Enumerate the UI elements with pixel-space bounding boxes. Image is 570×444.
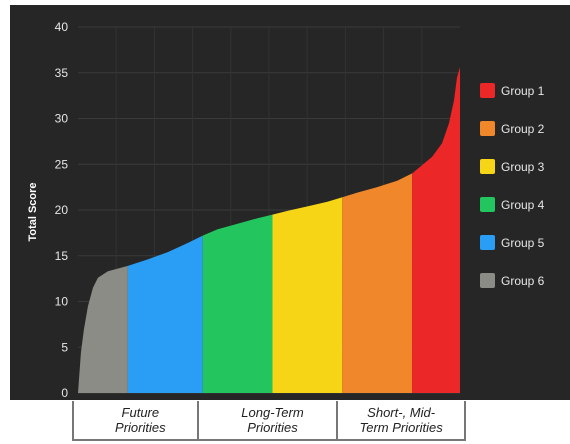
- y-tick-label: 0: [61, 386, 68, 400]
- plot-areas: [78, 67, 460, 393]
- y-axis-ticks: 0 5 10 15 20 25 30 35 40: [55, 20, 69, 400]
- legend-swatch: [480, 83, 495, 98]
- legend-swatch: [480, 159, 495, 174]
- priority-bracket-label: Short-, Mid- Term Priorities: [359, 405, 443, 435]
- legend-label: Group 2: [501, 122, 545, 136]
- legend: Group 1 Group 2 Group 3 Group 4 Group 5 Group…: [480, 83, 545, 288]
- legend-label: Group 1: [501, 84, 545, 98]
- priority-bracket: Long-Term Priorities: [196, 401, 349, 441]
- priority-bracket-label: Future Priorities: [115, 405, 166, 435]
- legend-label: Group 3: [501, 160, 545, 174]
- y-axis-label: Total Score: [27, 182, 39, 241]
- priority-bracket-label: Long-Term Priorities: [241, 405, 304, 435]
- legend-swatch: [480, 273, 495, 288]
- legend-swatch: [480, 197, 495, 212]
- legend-swatch: [480, 121, 495, 136]
- y-tick-label: 20: [55, 203, 69, 217]
- y-tick-label: 35: [55, 66, 69, 80]
- area-group-2: [342, 173, 413, 393]
- legend-swatch: [480, 235, 495, 250]
- priority-bracket: Future Priorities: [72, 401, 209, 441]
- legend-label: Group 6: [501, 274, 545, 288]
- area-group-3: [272, 197, 343, 393]
- y-tick-label: 40: [55, 20, 69, 34]
- y-tick-label: 15: [55, 249, 69, 263]
- area-group-6: [78, 265, 128, 393]
- area-group-1: [412, 67, 460, 393]
- area-group-4: [202, 214, 273, 393]
- y-tick-label: 25: [55, 157, 69, 171]
- y-tick-label: 10: [55, 295, 69, 309]
- priority-bracket: Short-, Mid- Term Priorities: [336, 401, 466, 441]
- area-group-5: [127, 235, 203, 393]
- y-tick-label: 5: [61, 340, 68, 354]
- legend-label: Group 5: [501, 236, 545, 250]
- y-tick-label: 30: [55, 112, 69, 126]
- legend-label: Group 4: [501, 198, 545, 212]
